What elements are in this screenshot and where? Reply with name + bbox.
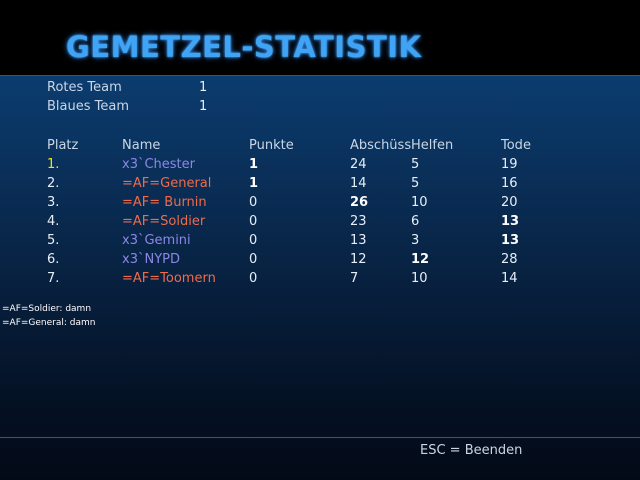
team-red-score: 1 [199, 80, 208, 95]
player-deaths: 19 [501, 157, 518, 172]
player-rank: 6. [47, 252, 60, 267]
player-kills: 13 [350, 233, 367, 248]
player-kills: 7 [350, 271, 359, 286]
player-assists: 5 [411, 176, 420, 191]
player-assists: 10 [411, 271, 428, 286]
player-points: 1 [249, 157, 259, 172]
column-header-kills: Abschüss [350, 138, 412, 153]
player-deaths: 14 [501, 271, 518, 286]
scoreboard-panel [0, 75, 640, 480]
player-rank: 7. [47, 271, 60, 286]
player-assists: 3 [411, 233, 420, 248]
player-assists: 6 [411, 214, 420, 229]
player-rank: 5. [47, 233, 60, 248]
chat-message: =AF=Soldier: damn [2, 304, 92, 314]
player-deaths: 16 [501, 176, 518, 191]
player-deaths: 13 [501, 214, 520, 229]
player-kills: 24 [350, 157, 367, 172]
player-name: =AF= Burnin [122, 195, 207, 210]
column-header-points: Punkte [249, 138, 294, 153]
chat-message: =AF=General: damn [2, 318, 96, 328]
column-header-name: Name [122, 138, 161, 153]
player-rank: 4. [47, 214, 60, 229]
column-header-deaths: Tode [501, 138, 531, 153]
player-name: =AF=Toomern [122, 271, 216, 286]
player-points: 0 [249, 252, 258, 267]
player-deaths: 20 [501, 195, 518, 210]
esc-quit-hint: ESC = Beenden [420, 443, 523, 458]
player-name: x3`NYPD [122, 252, 180, 267]
player-assists: 5 [411, 157, 420, 172]
footer-divider [0, 437, 640, 438]
player-points: 0 [249, 271, 258, 286]
player-assists: 12 [411, 252, 430, 267]
player-name: =AF=Soldier [122, 214, 206, 229]
player-name: x3`Chester [122, 157, 195, 172]
player-points: 0 [249, 233, 258, 248]
player-rank: 2. [47, 176, 60, 191]
player-name: =AF=General [122, 176, 212, 191]
player-deaths: 13 [501, 233, 520, 248]
player-points: 0 [249, 214, 258, 229]
scoreboard-title: GEMETZEL-STATISTIK [66, 30, 422, 64]
column-header-rank: Platz [47, 138, 79, 153]
player-points: 0 [249, 195, 258, 210]
team-blue-label: Blaues Team [47, 99, 129, 114]
player-kills: 12 [350, 252, 367, 267]
player-rank: 3. [47, 195, 60, 210]
title-bar: GEMETZEL-STATISTIK [0, 0, 640, 76]
player-kills: 23 [350, 214, 367, 229]
player-deaths: 28 [501, 252, 518, 267]
team-blue-score: 1 [199, 99, 208, 114]
player-kills: 14 [350, 176, 367, 191]
column-header-assists: Helfen [411, 138, 454, 153]
player-kills: 26 [350, 195, 369, 210]
player-points: 1 [249, 176, 259, 191]
player-assists: 10 [411, 195, 428, 210]
player-name: x3`Gemini [122, 233, 191, 248]
player-rank: 1. [47, 157, 60, 172]
team-red-label: Rotes Team [47, 80, 122, 95]
